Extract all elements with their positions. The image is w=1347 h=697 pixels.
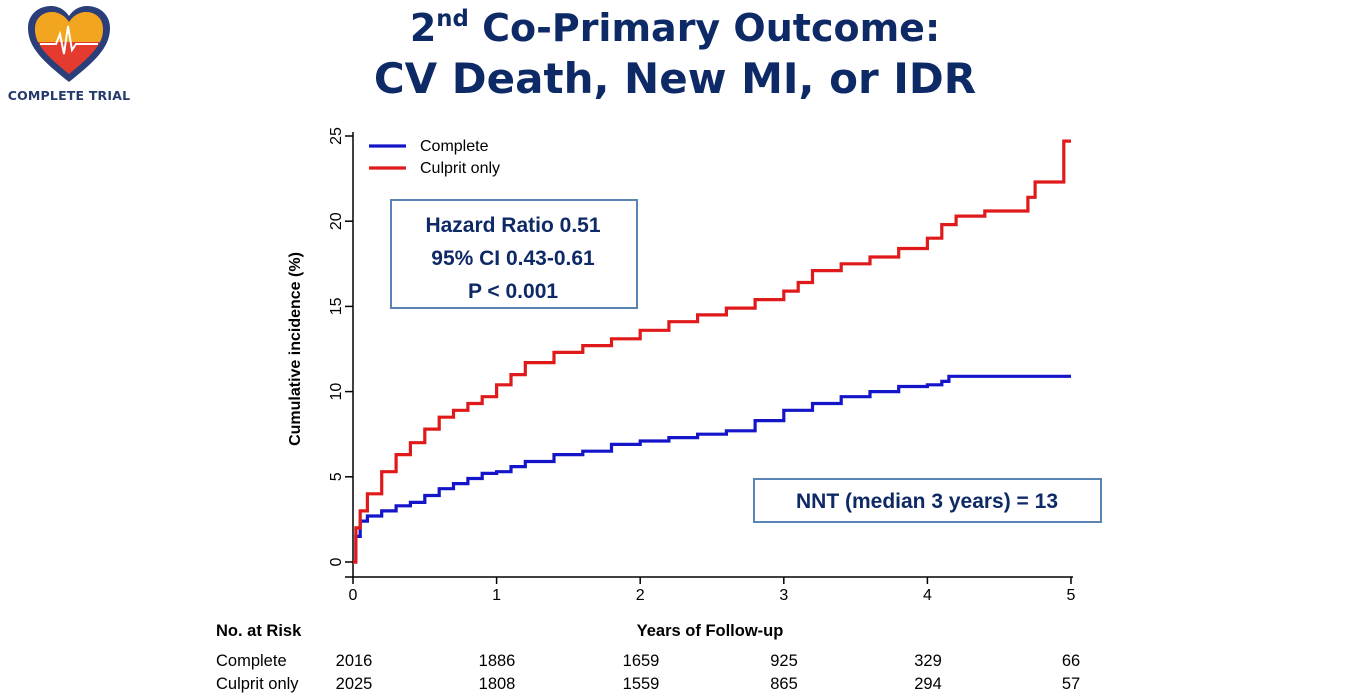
x-tick-label: 4 bbox=[923, 587, 932, 604]
logo-text: COMPLETE TRIAL bbox=[7, 88, 131, 103]
title-line1-rest: Co-Primary Outcome: bbox=[468, 6, 941, 50]
complete-series-line bbox=[353, 374, 1071, 564]
risk-cell: 329 bbox=[914, 652, 942, 670]
complete-trial-logo: COMPLETE TRIAL bbox=[4, 4, 134, 104]
legend-label: Culprit only bbox=[420, 160, 500, 177]
hazard-ratio-text: 95% CI 0.43-0.61 bbox=[431, 247, 595, 270]
slide-title-line2: CV Death, New MI, or IDR bbox=[373, 54, 977, 103]
culprit-series-line bbox=[353, 139, 1071, 564]
slide-title-line1: 2nd Co-Primary Outcome: bbox=[250, 6, 1100, 50]
risk-cell: 1659 bbox=[622, 652, 660, 670]
risk-cell: 2016 bbox=[335, 652, 373, 670]
nnt-text: NNT (median 3 years) = 13 bbox=[796, 490, 1058, 513]
y-tick-label: 20 bbox=[328, 212, 345, 230]
x-tick-label: 0 bbox=[349, 587, 358, 604]
x-tick-label: 3 bbox=[779, 587, 788, 604]
risk-cell: 2025 bbox=[335, 675, 373, 693]
risk-cell: 294 bbox=[914, 675, 942, 693]
y-tick-label: 10 bbox=[328, 383, 345, 401]
risk-cell: 1886 bbox=[478, 652, 516, 670]
risk-cell: 66 bbox=[1061, 652, 1081, 670]
y-tick-label: 25 bbox=[328, 127, 345, 145]
risk-cell: 925 bbox=[770, 652, 798, 670]
nnt-box bbox=[753, 478, 1102, 523]
risk-table-header: No. at Risk bbox=[216, 622, 302, 640]
x-tick-label: 1 bbox=[492, 587, 501, 604]
title-ordinal: 2 bbox=[409, 6, 437, 50]
heart-logo-icon bbox=[28, 6, 110, 82]
hazard-ratio-text: Hazard Ratio 0.51 bbox=[425, 214, 600, 237]
risk-row-label-complete: Complete bbox=[216, 652, 287, 670]
x-tick-label: 5 bbox=[1067, 587, 1076, 604]
y-tick-label: 15 bbox=[328, 297, 345, 315]
risk-cell: 1808 bbox=[478, 675, 516, 693]
x-axis-label: Years of Follow-up bbox=[636, 622, 784, 640]
hazard-ratio-text: P < 0.001 bbox=[468, 280, 558, 303]
risk-cell: 57 bbox=[1061, 675, 1081, 693]
hazard-ratio-box bbox=[390, 199, 638, 309]
risk-cell: 865 bbox=[770, 675, 798, 693]
y-tick-label: 5 bbox=[328, 472, 345, 481]
risk-row-label-culprit: Culprit only bbox=[216, 675, 299, 693]
risk-cell: 1559 bbox=[622, 675, 660, 693]
y-axis-label: Cumulative incidence (%) bbox=[287, 252, 304, 446]
x-tick-label: 2 bbox=[636, 587, 645, 604]
title-ordinal-suffix: nd bbox=[436, 6, 469, 33]
y-tick-label: 0 bbox=[328, 557, 345, 566]
legend-label: Complete bbox=[420, 138, 489, 155]
